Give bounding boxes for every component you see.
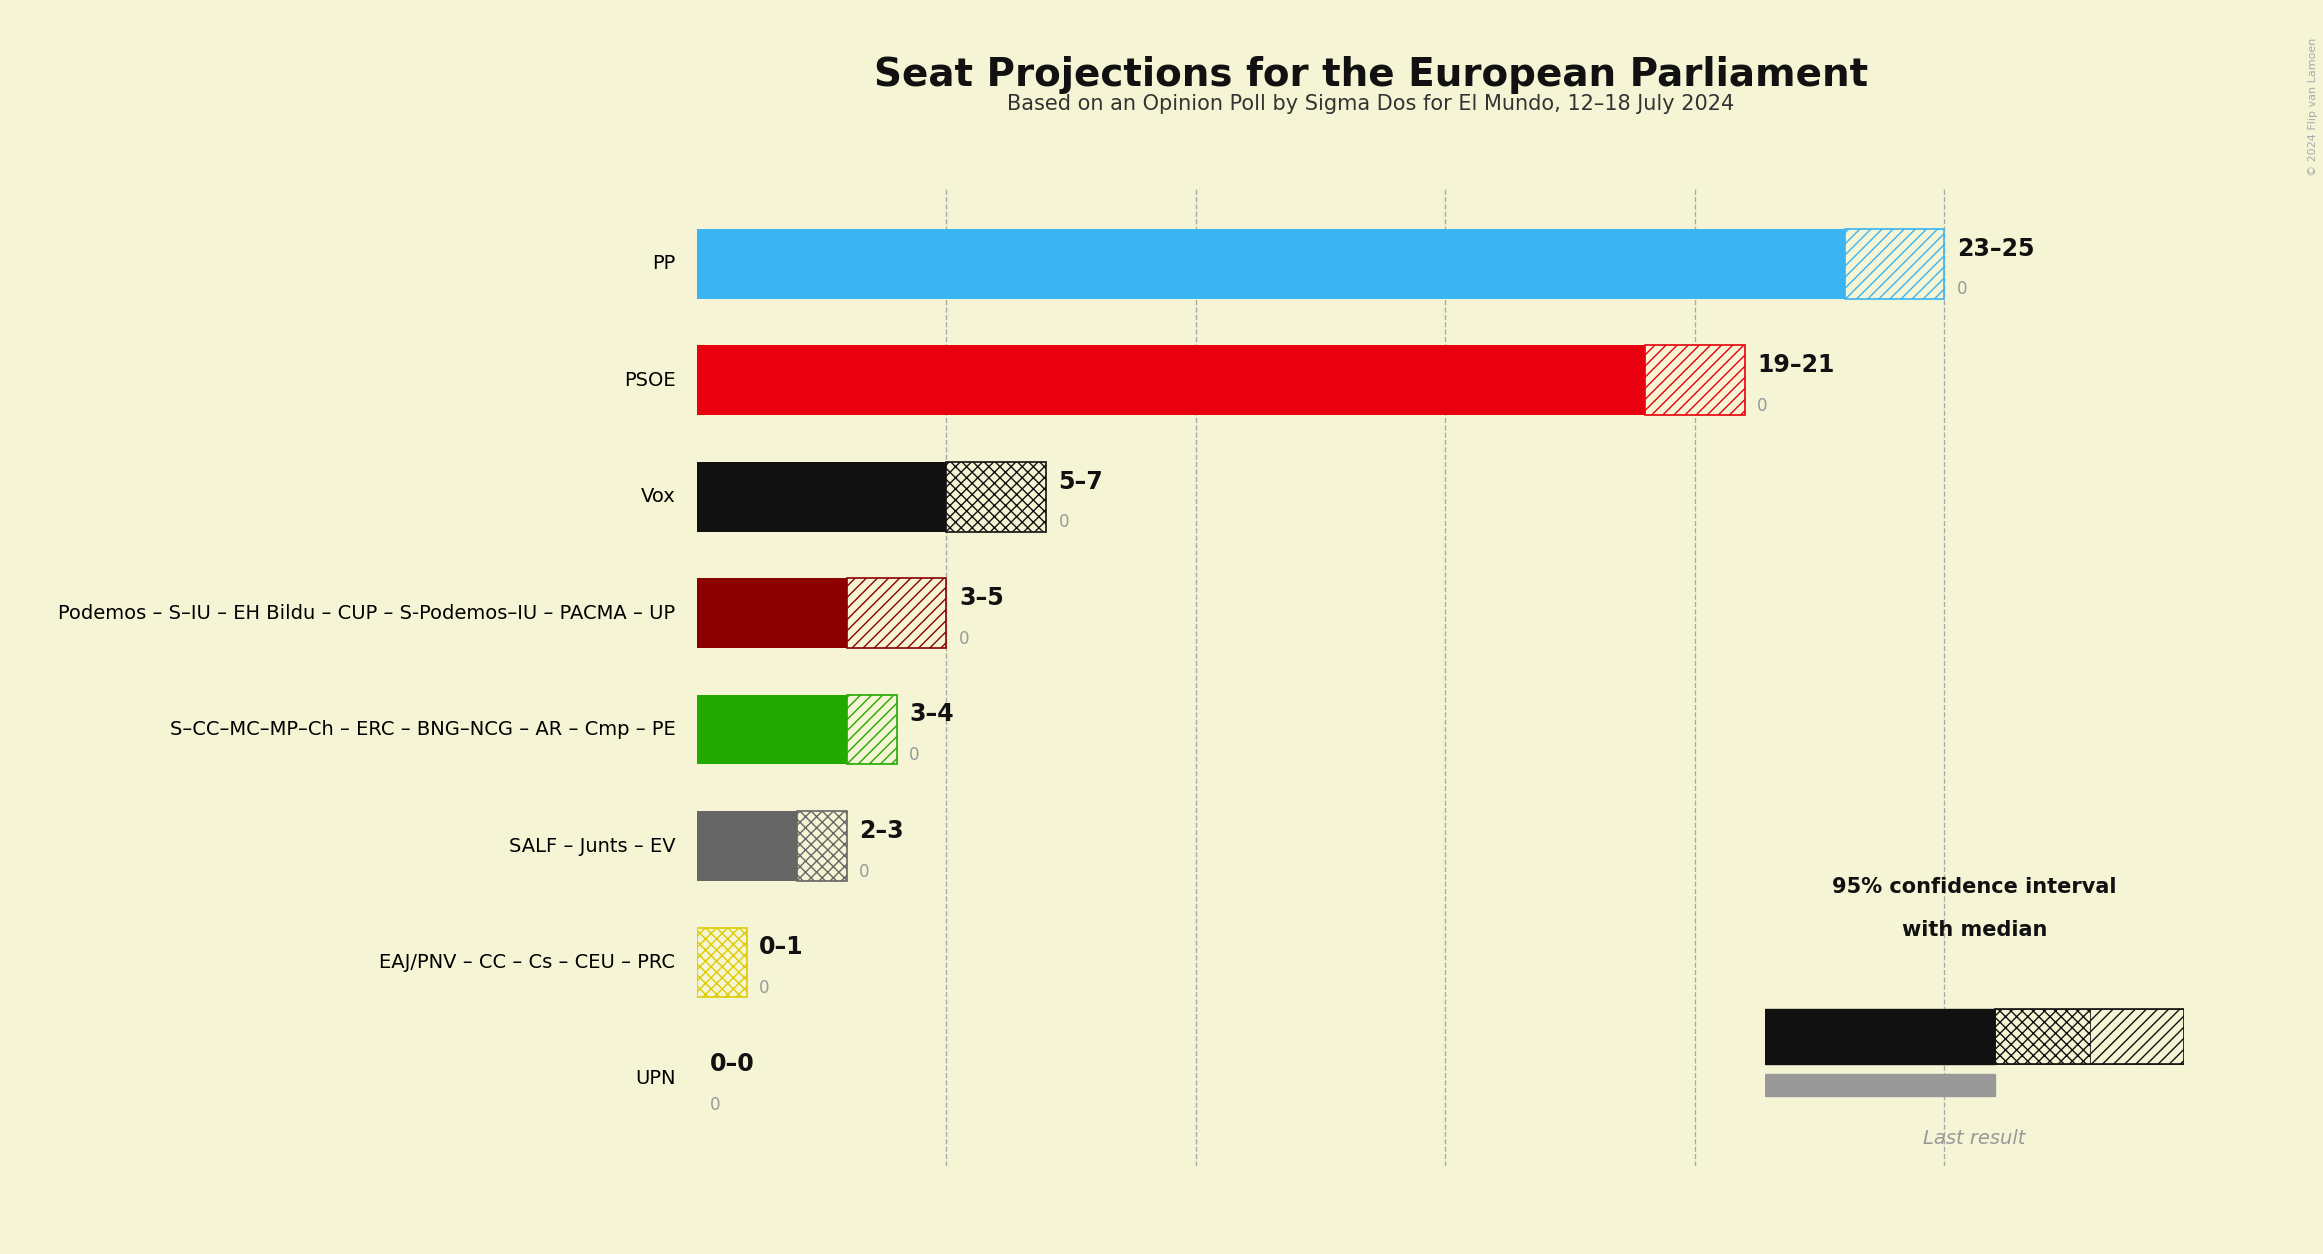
Text: Last result: Last result [1923, 1129, 2026, 1147]
Bar [697, 928, 746, 997]
Text: 0: 0 [860, 863, 869, 880]
Bar [945, 461, 1045, 532]
Bar [697, 578, 846, 648]
Bar [697, 811, 797, 880]
Text: Based on an Opinion Poll by Sigma Dos for El Mundo, 12–18 July 2024: Based on an Opinion Poll by Sigma Dos fo… [1006, 94, 1735, 114]
Bar [846, 578, 945, 648]
Bar [697, 461, 945, 532]
Text: with median: with median [1903, 920, 2047, 940]
Bar [1765, 1009, 1995, 1065]
Text: 2–3: 2–3 [860, 819, 904, 843]
Text: 0: 0 [1756, 396, 1768, 415]
Text: 3–4: 3–4 [908, 702, 955, 726]
Bar [697, 228, 1844, 298]
Text: 0–1: 0–1 [760, 935, 804, 959]
Bar [1995, 1009, 2088, 1065]
Bar [846, 695, 897, 765]
Bar [1844, 228, 1944, 298]
Bar [697, 928, 746, 997]
Bar [697, 695, 846, 765]
Bar [697, 345, 1645, 415]
Text: Seat Projections for the European Parliament: Seat Projections for the European Parlia… [873, 56, 1868, 94]
Text: 3–5: 3–5 [959, 586, 1004, 609]
Text: 0: 0 [908, 746, 920, 764]
Bar [846, 578, 945, 648]
Bar [846, 695, 897, 765]
Bar [797, 811, 846, 880]
Bar [945, 461, 1045, 532]
Text: © 2024 Flip van Lamoen: © 2024 Flip van Lamoen [2309, 38, 2318, 176]
Bar [1844, 228, 1944, 298]
Bar [797, 811, 846, 880]
Text: 5–7: 5–7 [1059, 469, 1103, 494]
Bar [1765, 1073, 1995, 1096]
Text: 19–21: 19–21 [1756, 354, 1835, 377]
Bar [2091, 1009, 2184, 1065]
Text: 0: 0 [760, 979, 769, 997]
Text: 0: 0 [1059, 513, 1069, 532]
Text: 0: 0 [1956, 281, 1968, 298]
Bar [1645, 345, 1745, 415]
Text: 23–25: 23–25 [1956, 237, 2035, 261]
Text: 0: 0 [709, 1096, 720, 1114]
Bar [1645, 345, 1745, 415]
Text: 0–0: 0–0 [709, 1052, 755, 1076]
Text: 95% confidence interval: 95% confidence interval [1833, 877, 2116, 897]
Text: 0: 0 [959, 630, 969, 648]
Bar [1995, 1009, 2184, 1065]
